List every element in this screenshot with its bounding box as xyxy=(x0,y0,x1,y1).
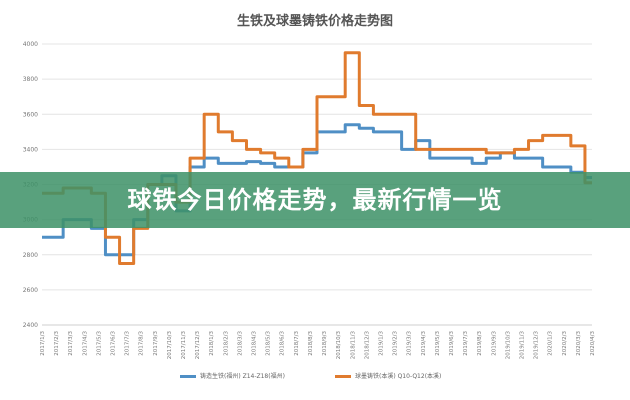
x-tick-label: 2017/7/3 xyxy=(125,331,131,356)
x-tick-label: 2018/11/3 xyxy=(350,331,356,360)
x-tick-label: 2017/8/3 xyxy=(139,331,145,356)
x-tick-label: 2018/7/3 xyxy=(294,331,300,356)
x-tick-label: 2019/5/3 xyxy=(435,331,441,356)
legend-swatch-orange xyxy=(335,375,351,378)
x-tick-label: 2018/2/3 xyxy=(223,331,229,356)
x-tick-label: 2017/3/3 xyxy=(68,331,74,356)
x-tick-label: 2018/9/3 xyxy=(322,331,328,356)
x-tick-label: 2019/1/3 xyxy=(378,331,384,356)
x-tick-label: 2019/7/3 xyxy=(463,331,469,356)
y-tick-label: 2800 xyxy=(23,252,38,259)
x-tick-label: 2018/4/3 xyxy=(252,331,258,356)
x-tick-label: 2020/1/3 xyxy=(548,331,554,356)
legend: 铸造生铁(福州) Z14-Z18(福州) 球墨铸铁(本溪) Q10-Q12(本溪… xyxy=(160,370,480,384)
series-line-1 xyxy=(42,51,592,266)
y-tick-label: 2400 xyxy=(23,322,38,329)
legend-item-ductile-iron: 球墨铸铁(本溪) Q10-Q12(本溪) xyxy=(335,370,441,384)
x-tick-label: 2017/4/3 xyxy=(82,331,88,356)
y-tick-label: 3800 xyxy=(23,76,38,83)
x-tick-label: 2019/11/3 xyxy=(519,331,525,360)
x-tick-label: 2017/1/3 xyxy=(40,331,46,356)
x-tick-label: 2017/9/3 xyxy=(153,331,159,356)
x-tick-label: 2019/2/3 xyxy=(393,331,399,356)
x-tick-label: 2018/12/3 xyxy=(364,331,370,360)
x-tick-label: 2020/2/3 xyxy=(562,331,568,356)
x-tick-label: 2018/1/3 xyxy=(209,331,215,356)
legend-label-pig-iron: 铸造生铁(福州) Z14-Z18(福州) xyxy=(200,373,285,380)
x-tick-labels: 2017/1/3 2017/2/3 2017/3/3 2017/4/3 2017/5/3… xyxy=(40,331,596,360)
x-tick-label: 2019/12/3 xyxy=(534,331,540,360)
y-tick-label: 3600 xyxy=(23,111,38,118)
x-tick-label: 2019/3/3 xyxy=(407,331,413,356)
headline-text: 球铁今日价格走势，最新行情一览 xyxy=(127,186,503,214)
y-tick-label: 4000 xyxy=(23,41,38,48)
x-tick-label: 2017/10/3 xyxy=(167,331,173,360)
x-tick-label: 2018/10/3 xyxy=(336,331,342,360)
x-tick-label: 2019/9/3 xyxy=(491,331,497,356)
x-tick-label: 2019/10/3 xyxy=(505,331,511,360)
x-tick-label: 2020/4/3 xyxy=(590,331,596,356)
x-tick-label: 2017/2/3 xyxy=(54,331,60,356)
y-tick-label: 3400 xyxy=(23,146,38,153)
y-tick-label: 2600 xyxy=(23,287,38,294)
headline-banner: 球铁今日价格走势，最新行情一览 xyxy=(0,172,630,228)
x-tick-label: 2018/3/3 xyxy=(237,331,243,356)
legend-item-pig-iron: 铸造生铁(福州) Z14-Z18(福州) xyxy=(180,370,285,384)
x-tick-label: 2019/4/3 xyxy=(421,331,427,356)
x-tick-label: 2018/5/3 xyxy=(266,331,272,356)
legend-swatch-blue xyxy=(180,375,196,378)
x-tick-label: 2017/11/3 xyxy=(181,331,187,360)
x-tick-label: 2018/8/3 xyxy=(308,331,314,356)
x-tick-label: 2019/8/3 xyxy=(477,331,483,356)
series-layer xyxy=(42,51,592,266)
x-tick-label: 2017/6/3 xyxy=(111,331,117,356)
x-tick-label: 2017/5/3 xyxy=(96,331,102,356)
x-tick-label: 2020/3/3 xyxy=(576,331,582,356)
x-tick-label: 2017/12/3 xyxy=(195,331,201,360)
x-tick-label: 2018/6/3 xyxy=(280,331,286,356)
legend-label-ductile-iron: 球墨铸铁(本溪) Q10-Q12(本溪) xyxy=(355,373,442,380)
chart-title: 生铁及球墨铸铁价格走势图 xyxy=(236,14,393,29)
x-tick-label: 2019/6/3 xyxy=(449,331,455,356)
